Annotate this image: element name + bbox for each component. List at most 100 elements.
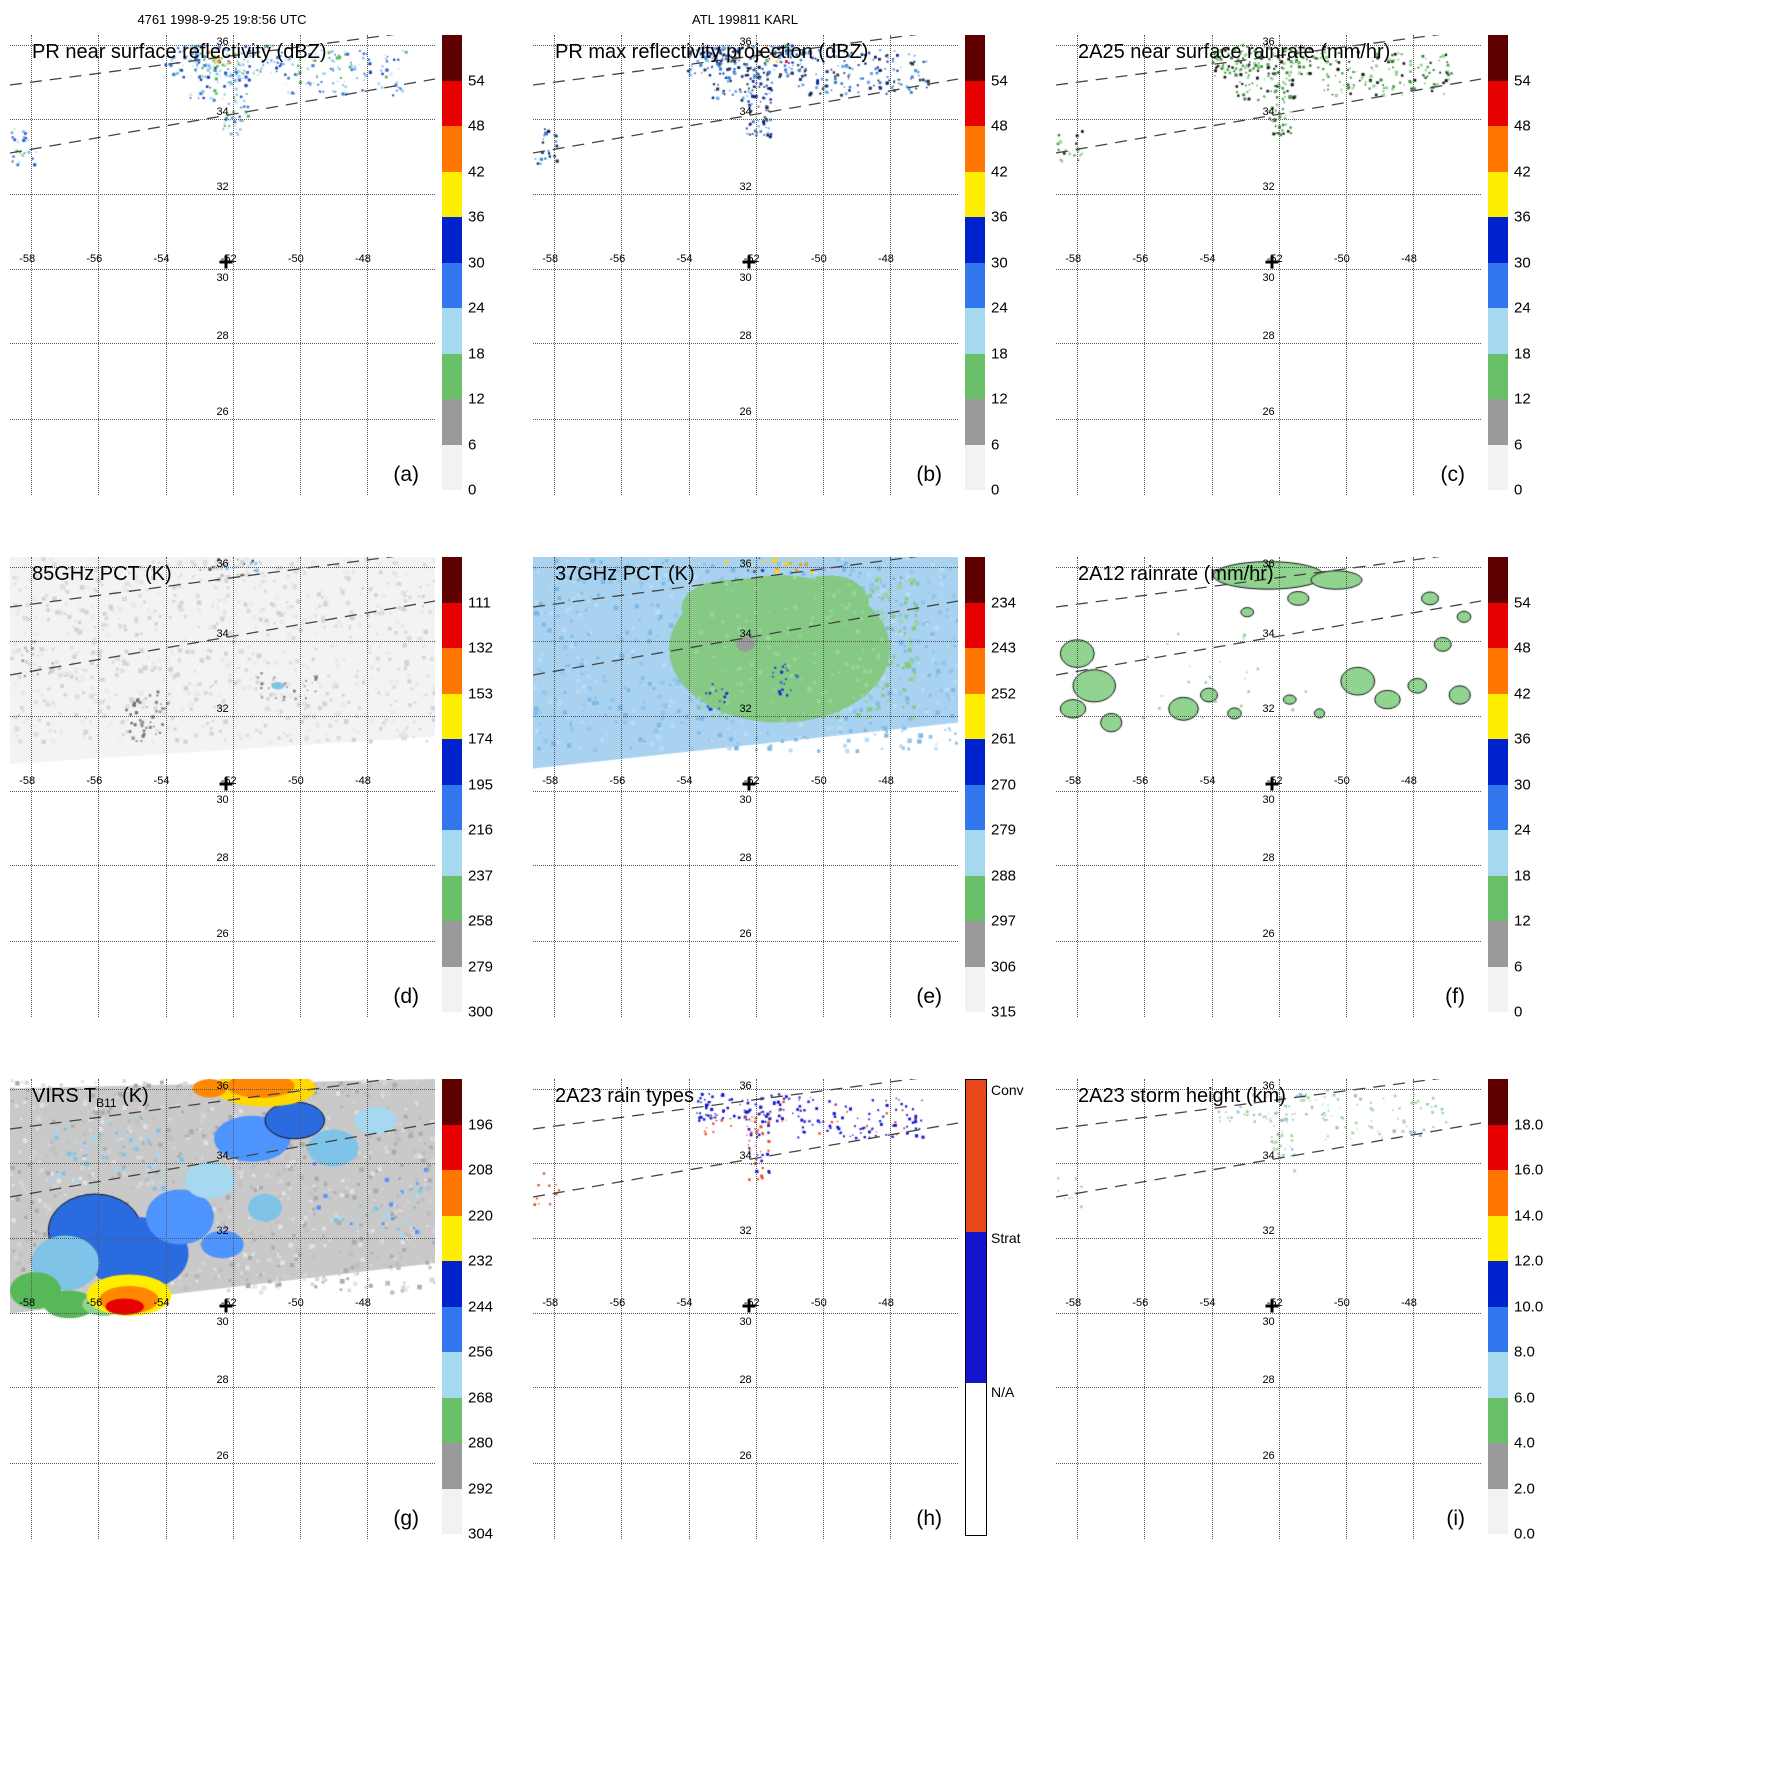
colorbar-segment: [965, 693, 985, 739]
lon-label: -50: [1333, 252, 1350, 265]
colorbar-segment: [442, 353, 462, 399]
colorbar-segment: [442, 444, 462, 490]
lon-grid-line: [1077, 557, 1079, 1017]
colorbar-tick: 36: [991, 208, 1008, 226]
lon-label: -50: [810, 1296, 827, 1309]
colorbar-segment: [1488, 1488, 1508, 1534]
colorbar-segment: [442, 557, 462, 603]
panel-letter: (a): [393, 463, 419, 486]
lon-grid-line: [31, 1079, 33, 1539]
colorbar-segment: [1488, 1215, 1508, 1261]
lat-grid-line: [10, 45, 435, 47]
lat-label: 30: [739, 271, 752, 284]
colorbar-tick: 196: [468, 1116, 494, 1133]
colorbar-tick: 48: [1514, 639, 1531, 657]
lat-label: 36: [739, 36, 752, 48]
lat-grid-line: [1056, 941, 1481, 943]
colorbar-tick: 54: [1514, 72, 1531, 89]
lon-label: -56: [1132, 1296, 1149, 1309]
colorbar-tick: 18: [1514, 345, 1531, 362]
map-panel-b: -58 -56 -54 -52 -50 -48 36 34 32 30 28 26 PR max ref…: [532, 28, 959, 495]
colorbar-i: 18.0 16.0 14.0 12.0 10.0 8.0 6.0 4.0 2.0 0.0: [1488, 1079, 1543, 1543]
colorbar-tick: 36: [1514, 208, 1531, 226]
lat-grid-line: [1056, 1312, 1481, 1314]
lat-grid-line: [1056, 865, 1481, 867]
colorbar-segment: [965, 126, 985, 172]
colorbar-segment: [442, 1397, 462, 1443]
lat-label: 28: [1262, 852, 1275, 865]
colorbar-tick: 237: [468, 867, 494, 884]
lat-label: 34: [216, 1149, 229, 1162]
lon-label: -48: [1401, 1296, 1417, 1309]
colorbar-tick: 243: [991, 639, 1017, 657]
lat-label: 34: [1262, 1149, 1275, 1162]
lon-grid-line: [1144, 1079, 1146, 1539]
lat-label: 30: [739, 793, 752, 806]
colorbar-segment: [1488, 1170, 1508, 1216]
colorbar-segment: [442, 1261, 462, 1307]
lon-grid-line: [1278, 35, 1280, 495]
colorbar-segment: [442, 921, 462, 967]
lon-label: -48: [1401, 252, 1417, 265]
colorbar-segment: [1488, 126, 1508, 172]
colorbar-tick: 268: [468, 1389, 494, 1406]
lon-label: -58: [542, 1296, 559, 1309]
colorbar-tick: 252: [991, 685, 1017, 702]
lat-grid-line: [10, 715, 435, 717]
lat-label: 36: [1262, 36, 1275, 48]
lat-label: 36: [1262, 558, 1275, 570]
lon-label: -48: [878, 1296, 894, 1309]
lon-grid-line: [1077, 1079, 1079, 1539]
storm-center-marker: [1265, 1299, 1279, 1313]
lat-label: 32: [216, 180, 229, 193]
lat-label: 34: [216, 627, 229, 640]
colorbar-segment: [1488, 921, 1508, 967]
lat-grid-line: [533, 1387, 958, 1389]
storm-center-marker: [742, 777, 756, 791]
lat-label: 28: [216, 1374, 229, 1387]
colorbar-segment: [1488, 1443, 1508, 1489]
lon-label: -50: [810, 774, 827, 787]
colorbar-segment: [1488, 648, 1508, 694]
lon-grid-line: [554, 557, 556, 1017]
colorbar-segment: [965, 217, 985, 263]
lat-grid-line: [1056, 118, 1481, 120]
colorbar-tick: 292: [468, 1480, 494, 1497]
colorbar-tick: 234: [991, 594, 1017, 611]
colorbar-a: 54 48 42 36 30 24 18 12 6 0: [442, 35, 485, 499]
colorbar-tick: 24: [468, 299, 485, 317]
colorbar-segment: [1488, 1352, 1508, 1398]
lon-grid-line: [890, 557, 891, 1017]
raintype-label: Strat: [991, 1230, 1021, 1246]
colorbar-tick: 54: [468, 72, 485, 89]
colorbar-tick: 54: [991, 72, 1008, 89]
lon-label: -48: [878, 252, 894, 265]
lon-label: -56: [1132, 774, 1149, 787]
lon-grid-line: [890, 35, 891, 495]
lat-label: 30: [216, 271, 229, 284]
lon-grid-line: [165, 557, 167, 1017]
panel-title-subscript: B11: [96, 1096, 117, 1110]
map-panel-f: -58 -56 -54 -52 -50 -48 36 34 32 30 28 26 2A12 rainr…: [1055, 550, 1482, 1017]
lon-grid-line: [890, 1079, 891, 1539]
lat-grid-line: [533, 1089, 958, 1091]
map-panel-a: -58 -56 -54 -52 -50 -48 36 34 32 30 28 26 PR near su…: [9, 28, 436, 495]
colorbar-segment: [442, 1124, 462, 1170]
lon-grid-line: [554, 1079, 556, 1539]
colorbar-tick: 12: [1514, 912, 1531, 930]
panel-letter: (c): [1440, 463, 1466, 486]
colorbar-segment: [442, 217, 462, 263]
colorbar-tick: 42: [1514, 163, 1531, 180]
colorbar-tick: 42: [1514, 685, 1531, 702]
lat-grid-line: [1056, 790, 1481, 792]
lon-grid-line: [755, 35, 757, 495]
lon-label: -54: [153, 774, 170, 787]
colorbar-h: Conv Strat N/A: [965, 1079, 1024, 1536]
colorbar-segment: [965, 921, 985, 967]
colorbar-tick: 42: [991, 163, 1008, 180]
lat-grid-line: [10, 1089, 435, 1091]
lat-grid-line: [1056, 1089, 1481, 1091]
lon-grid-line: [1278, 1079, 1280, 1539]
storm-id: ATL 199811 KARL: [692, 12, 798, 27]
lat-grid-line: [10, 1162, 435, 1164]
